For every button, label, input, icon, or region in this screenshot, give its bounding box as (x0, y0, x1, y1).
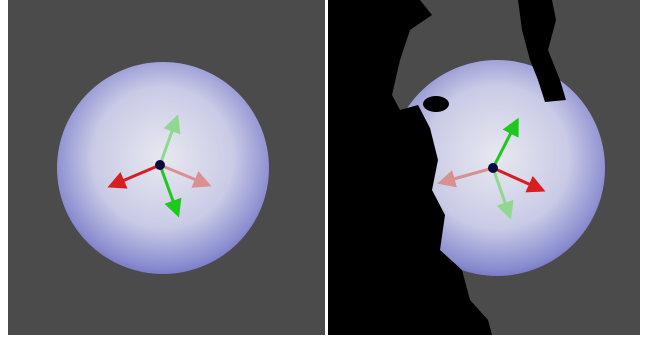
origin (155, 160, 165, 170)
origin (488, 163, 498, 173)
screenshot (0, 0, 653, 343)
right-view (328, 0, 640, 335)
left-view (8, 0, 325, 335)
occlusion (423, 96, 449, 112)
